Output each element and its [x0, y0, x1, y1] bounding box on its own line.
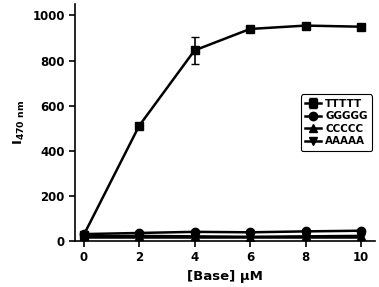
- Legend: TTTTT, GGGGG, CCCCC, AAAAA: TTTTT, GGGGG, CCCCC, AAAAA: [301, 94, 372, 151]
- Y-axis label: $\mathbf{I_{470\ nm}}$: $\mathbf{I_{470\ nm}}$: [12, 100, 27, 145]
- X-axis label: [Base] μM: [Base] μM: [187, 270, 263, 283]
